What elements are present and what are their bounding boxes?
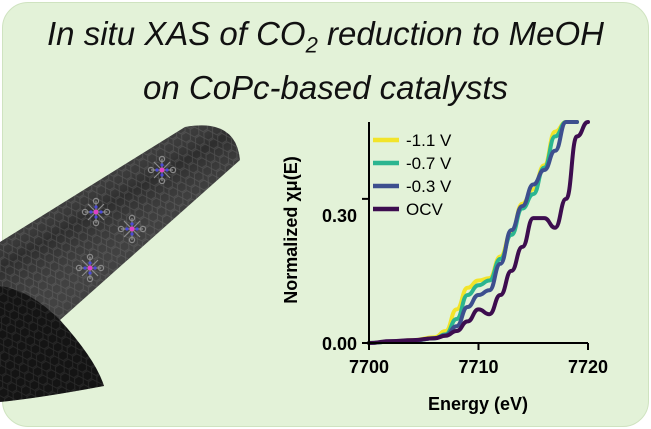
axis-ticks: [362, 197, 589, 350]
y-axis-label: Normalized χμ(E): [281, 156, 301, 303]
title-line-1: In situ XAS of CO2 reduction to MeOH: [3, 13, 648, 67]
legend-label-0: -1.1 V: [406, 131, 452, 150]
legend-label-2: -0.3 V: [406, 177, 452, 196]
y-tick-label-1: 0.30: [322, 206, 357, 226]
y-tick-label-0: 0.00: [322, 334, 357, 354]
series-line-2: [367, 120, 579, 345]
x-axis-label: Energy (eV): [428, 394, 528, 414]
plot-lines: [367, 120, 590, 345]
title-part-1: In situ XAS of CO: [47, 15, 306, 52]
title-subscript: 2: [305, 32, 318, 58]
abstract-title: In situ XAS of CO2 reduction to MeOH on …: [3, 13, 648, 109]
x-tick-label-0: 7700: [349, 357, 389, 377]
title-line-2: on CoPc-based catalysts: [142, 68, 508, 106]
series-line-1: [367, 120, 579, 345]
series-line-0: [367, 120, 579, 345]
legend-label-3: OCV: [406, 200, 444, 219]
x-tick-label-2: 7720: [568, 357, 608, 377]
x-tick-label-1: 7710: [458, 357, 498, 377]
chart-legend: -1.1 V -0.7 V -0.3 V OCV: [373, 131, 452, 219]
legend-label-1: -0.7 V: [406, 154, 452, 173]
series-line-3: [367, 120, 590, 345]
title-part-2: reduction to MeOH: [317, 15, 604, 52]
